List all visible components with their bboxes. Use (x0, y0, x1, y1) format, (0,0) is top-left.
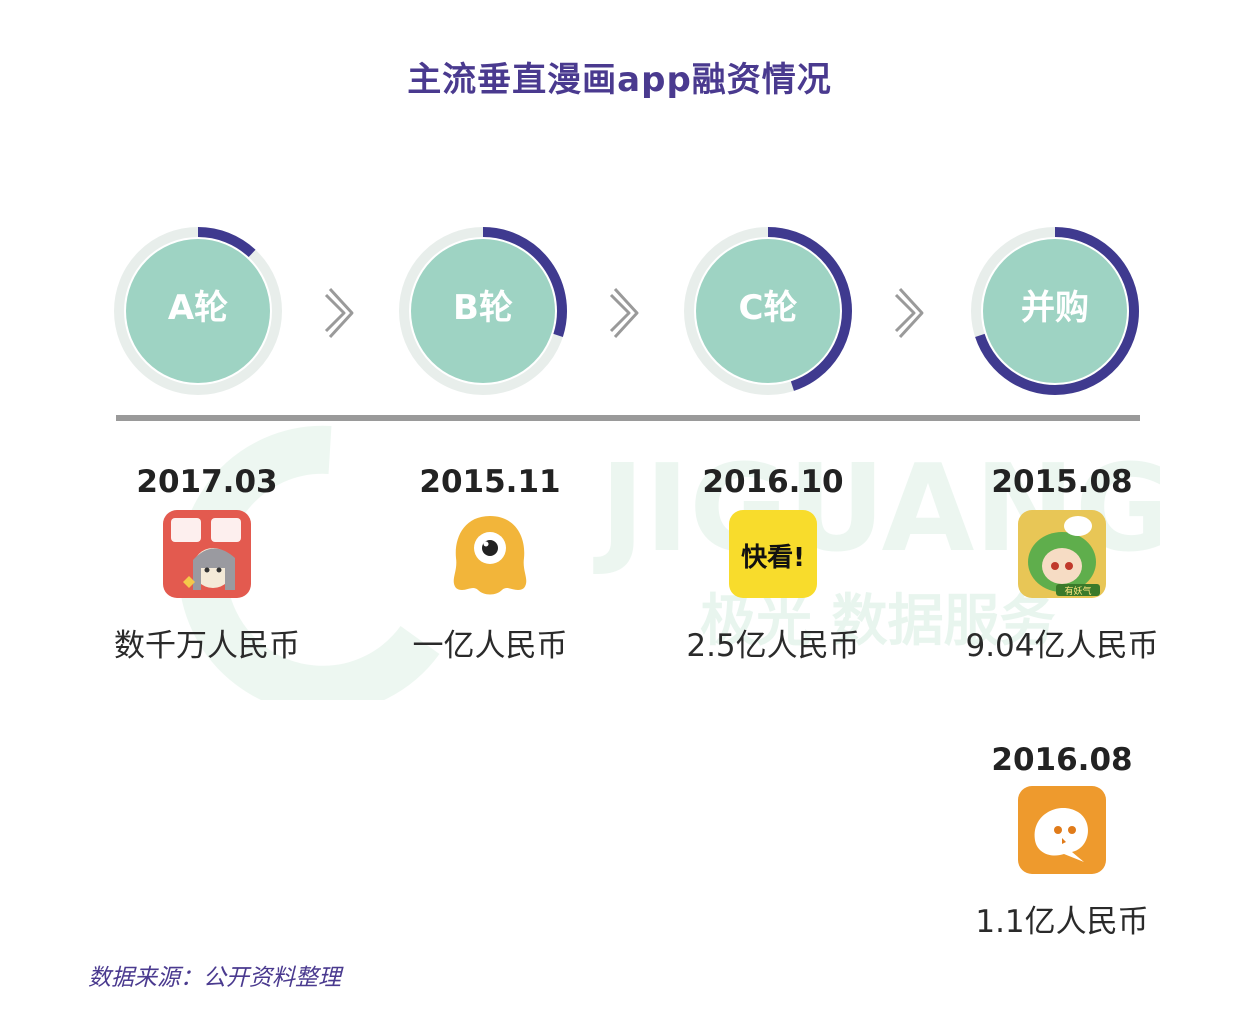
kuaikan-app-icon: 快看! (729, 510, 817, 598)
stage-progress-arc (975, 227, 1139, 395)
kuaikan-icon-text: 快看! (741, 543, 805, 573)
deal-date: 2015.08 (991, 464, 1133, 500)
stage-progress-arc (197, 227, 256, 258)
deal-amount: 2.5亿人民币 (686, 628, 860, 664)
stage-b: B轮 (398, 226, 568, 396)
manman-app-icon (163, 510, 251, 598)
timeline-divider (116, 415, 1140, 421)
stage-label: B轮 (453, 288, 513, 328)
stage-progress-arc (767, 227, 852, 391)
stage-ring (971, 227, 1139, 395)
green-hair-girl-app-icon: 有妖气 (1018, 510, 1106, 598)
stage-acquisition: 并购 (970, 226, 1140, 396)
stage-label: 并购 (1021, 288, 1089, 328)
deal-amount: 数千万人民币 (114, 628, 300, 664)
stage-progress-arc (482, 227, 567, 337)
deal-amount: 9.04亿人民币 (965, 628, 1159, 664)
chevron-right-icon (324, 287, 354, 339)
chart-title: 主流垂直漫画app融资情况 (407, 60, 832, 100)
stage-ring (399, 227, 567, 395)
stage-ring (114, 227, 282, 395)
chevron-right-icon (894, 287, 924, 339)
deal-date: 2016.08 (991, 742, 1133, 778)
stage-a: A轮 (113, 226, 283, 396)
yellow-monster-app-icon (453, 516, 527, 595)
deal-amount: 一亿人民币 (412, 628, 568, 664)
deal-amount: 1.1亿人民币 (975, 904, 1149, 940)
data-source-note: 数据来源：公开资料整理 (88, 965, 341, 991)
stage-label: C轮 (738, 288, 798, 328)
stage-ring (684, 227, 852, 395)
orange-chick-app-icon (1018, 786, 1106, 874)
stage-label: A轮 (167, 288, 229, 328)
deal-date: 2016.10 (702, 464, 844, 500)
chevron-right-icon (609, 287, 639, 339)
youyaoqi-icon-text: 有妖气 (1064, 585, 1091, 597)
deal-date: 2017.03 (136, 464, 278, 500)
stage-c: C轮 (683, 226, 853, 396)
deal-date: 2015.11 (419, 464, 561, 500)
